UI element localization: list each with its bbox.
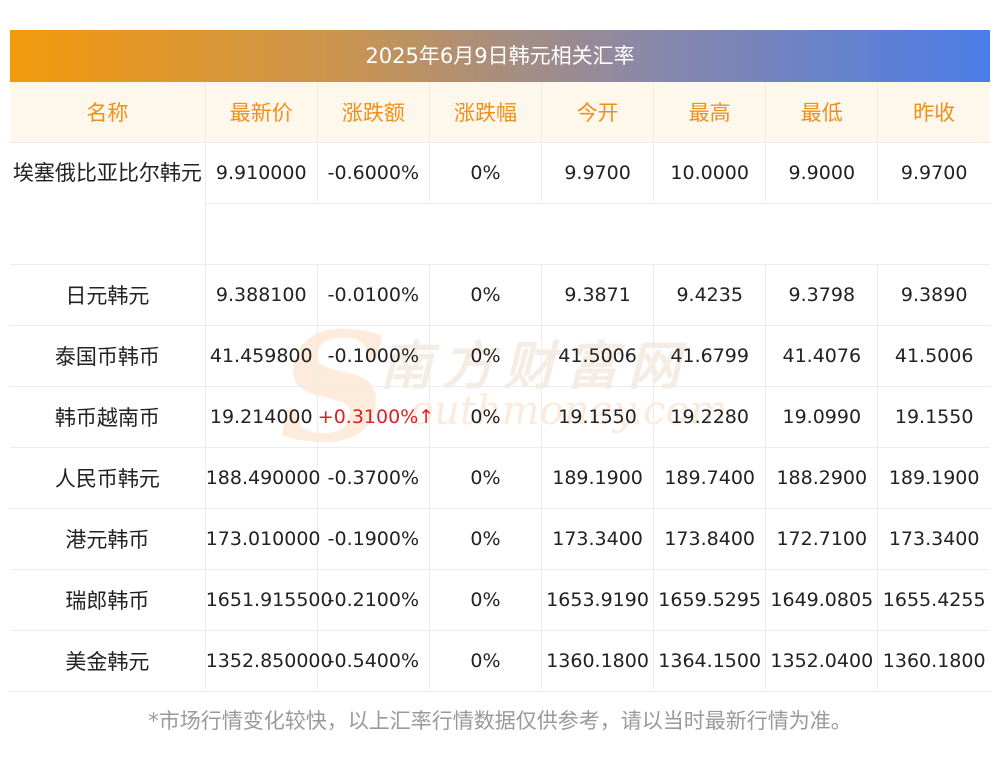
row-name: 人民币韩元 [10, 447, 206, 509]
row-prev: 1360.1800 [877, 630, 990, 692]
row-high: 10.0000 [653, 142, 767, 204]
row-change: -0.0100% [317, 264, 430, 326]
row-latest: 19.214000 [205, 386, 318, 448]
row-name: 美金韩元 [10, 630, 206, 692]
row-open: 9.3871 [541, 264, 655, 326]
row-low: 41.4076 [765, 325, 879, 387]
row-latest: 9.910000 [205, 142, 318, 204]
row-prev: 9.3890 [877, 264, 990, 326]
exchange-rate-table: 名称 最新价 涨跌额 涨跌幅 今开 最高 最低 昨收 埃塞俄比亚比尔韩元 9.9… [10, 82, 990, 692]
header-high: 最高 [653, 82, 767, 143]
row-change: -0.1900% [317, 508, 430, 570]
row-prev: 19.1550 [877, 386, 990, 448]
table-row: 韩币越南币 19.214000 +0.3100%↑ 0% 19.1550 19.… [10, 386, 990, 448]
row-high: 41.6799 [653, 325, 767, 387]
row-change: -0.3700% [317, 447, 430, 509]
row-open: 1360.1800 [541, 630, 655, 692]
row-change: -0.6000% [317, 142, 430, 204]
row-name: 泰国币韩币 [10, 325, 206, 387]
table-header-row: 名称 最新价 涨跌额 涨跌幅 今开 最高 最低 昨收 [10, 82, 990, 143]
footnote: *市场行情变化较快，以上汇率行情数据仅供参考，请以当时最新行情为准。 [148, 709, 852, 733]
row-latest: 9.388100 [205, 264, 318, 326]
spacer-cell [205, 203, 990, 265]
table-row: 埃塞俄比亚比尔韩元 9.910000 -0.6000% 0% 9.9700 10… [10, 142, 990, 265]
row-open: 41.5006 [541, 325, 655, 387]
table-row: 瑞郎韩币 1651.915500 -0.2100% 0% 1653.9190 1… [10, 569, 990, 631]
row-low: 1352.0400 [765, 630, 879, 692]
row-open: 1653.9190 [541, 569, 655, 631]
row-open: 173.3400 [541, 508, 655, 570]
row-change: -0.5400% [317, 630, 430, 692]
row-high: 189.7400 [653, 447, 767, 509]
row-change-up: +0.3100%↑ [317, 386, 434, 448]
row-pct: 0% [429, 325, 543, 387]
row-latest: 1352.850000 [205, 630, 333, 692]
row-high: 9.4235 [653, 264, 767, 326]
row-prev: 189.1900 [877, 447, 990, 509]
row-prev: 9.9700 [877, 142, 990, 204]
header-low: 最低 [765, 82, 879, 143]
row-pct: 0% [429, 264, 543, 326]
header-change: 涨跌额 [317, 82, 430, 143]
row-name: 韩币越南币 [10, 386, 206, 448]
row-latest: 173.010000 [205, 508, 321, 570]
row-high: 1659.5295 [653, 569, 767, 631]
table-row: 日元韩元 9.388100 -0.0100% 0% 9.3871 9.4235 … [10, 264, 990, 326]
row-name: 港元韩币 [10, 508, 206, 570]
table-row: 泰国币韩币 41.459800 -0.1000% 0% 41.5006 41.6… [10, 325, 990, 387]
row-pct: 0% [429, 630, 543, 692]
row-low: 1649.0805 [765, 569, 879, 631]
row-name: 瑞郎韩币 [10, 569, 206, 631]
row-open: 189.1900 [541, 447, 655, 509]
row-pct: 0% [429, 447, 543, 509]
header-latest: 最新价 [205, 82, 318, 143]
table-row: 美金韩元 1352.850000 -0.5400% 0% 1360.1800 1… [10, 630, 990, 692]
table-row: 人民币韩元 188.490000 -0.3700% 0% 189.1900 18… [10, 447, 990, 509]
row-name: 日元韩元 [10, 264, 206, 326]
row-change: -0.2100% [317, 569, 430, 631]
table-row-spacer [10, 203, 990, 265]
row-pct: 0% [429, 508, 543, 570]
row-name: 埃塞俄比亚比尔韩元 [10, 142, 206, 265]
row-latest: 1651.915500 [205, 569, 333, 631]
row-pct: 0% [429, 386, 543, 448]
row-pct: 0% [429, 142, 543, 204]
table-row: 港元韩币 173.010000 -0.1900% 0% 173.3400 173… [10, 508, 990, 570]
row-low: 9.3798 [765, 264, 879, 326]
page-title: 2025年6月9日韩元相关汇率 [10, 30, 990, 82]
row-low: 9.9000 [765, 142, 879, 204]
row-open: 9.9700 [541, 142, 655, 204]
row-latest: 188.490000 [205, 447, 321, 509]
row-prev: 173.3400 [877, 508, 990, 570]
row-prev: 41.5006 [877, 325, 990, 387]
row-high: 173.8400 [653, 508, 767, 570]
header-open: 今开 [541, 82, 655, 143]
row-latest: 41.459800 [205, 325, 318, 387]
row-open: 19.1550 [541, 386, 655, 448]
header-prev: 昨收 [877, 82, 990, 143]
row-low: 188.2900 [765, 447, 879, 509]
row-high: 19.2280 [653, 386, 767, 448]
header-pct: 涨跌幅 [429, 82, 543, 143]
header-name: 名称 [10, 82, 206, 143]
row-low: 19.0990 [765, 386, 879, 448]
row-high: 1364.1500 [653, 630, 767, 692]
row-pct: 0% [429, 569, 543, 631]
row-change: -0.1000% [317, 325, 430, 387]
row-prev: 1655.4255 [877, 569, 990, 631]
row-low: 172.7100 [765, 508, 879, 570]
